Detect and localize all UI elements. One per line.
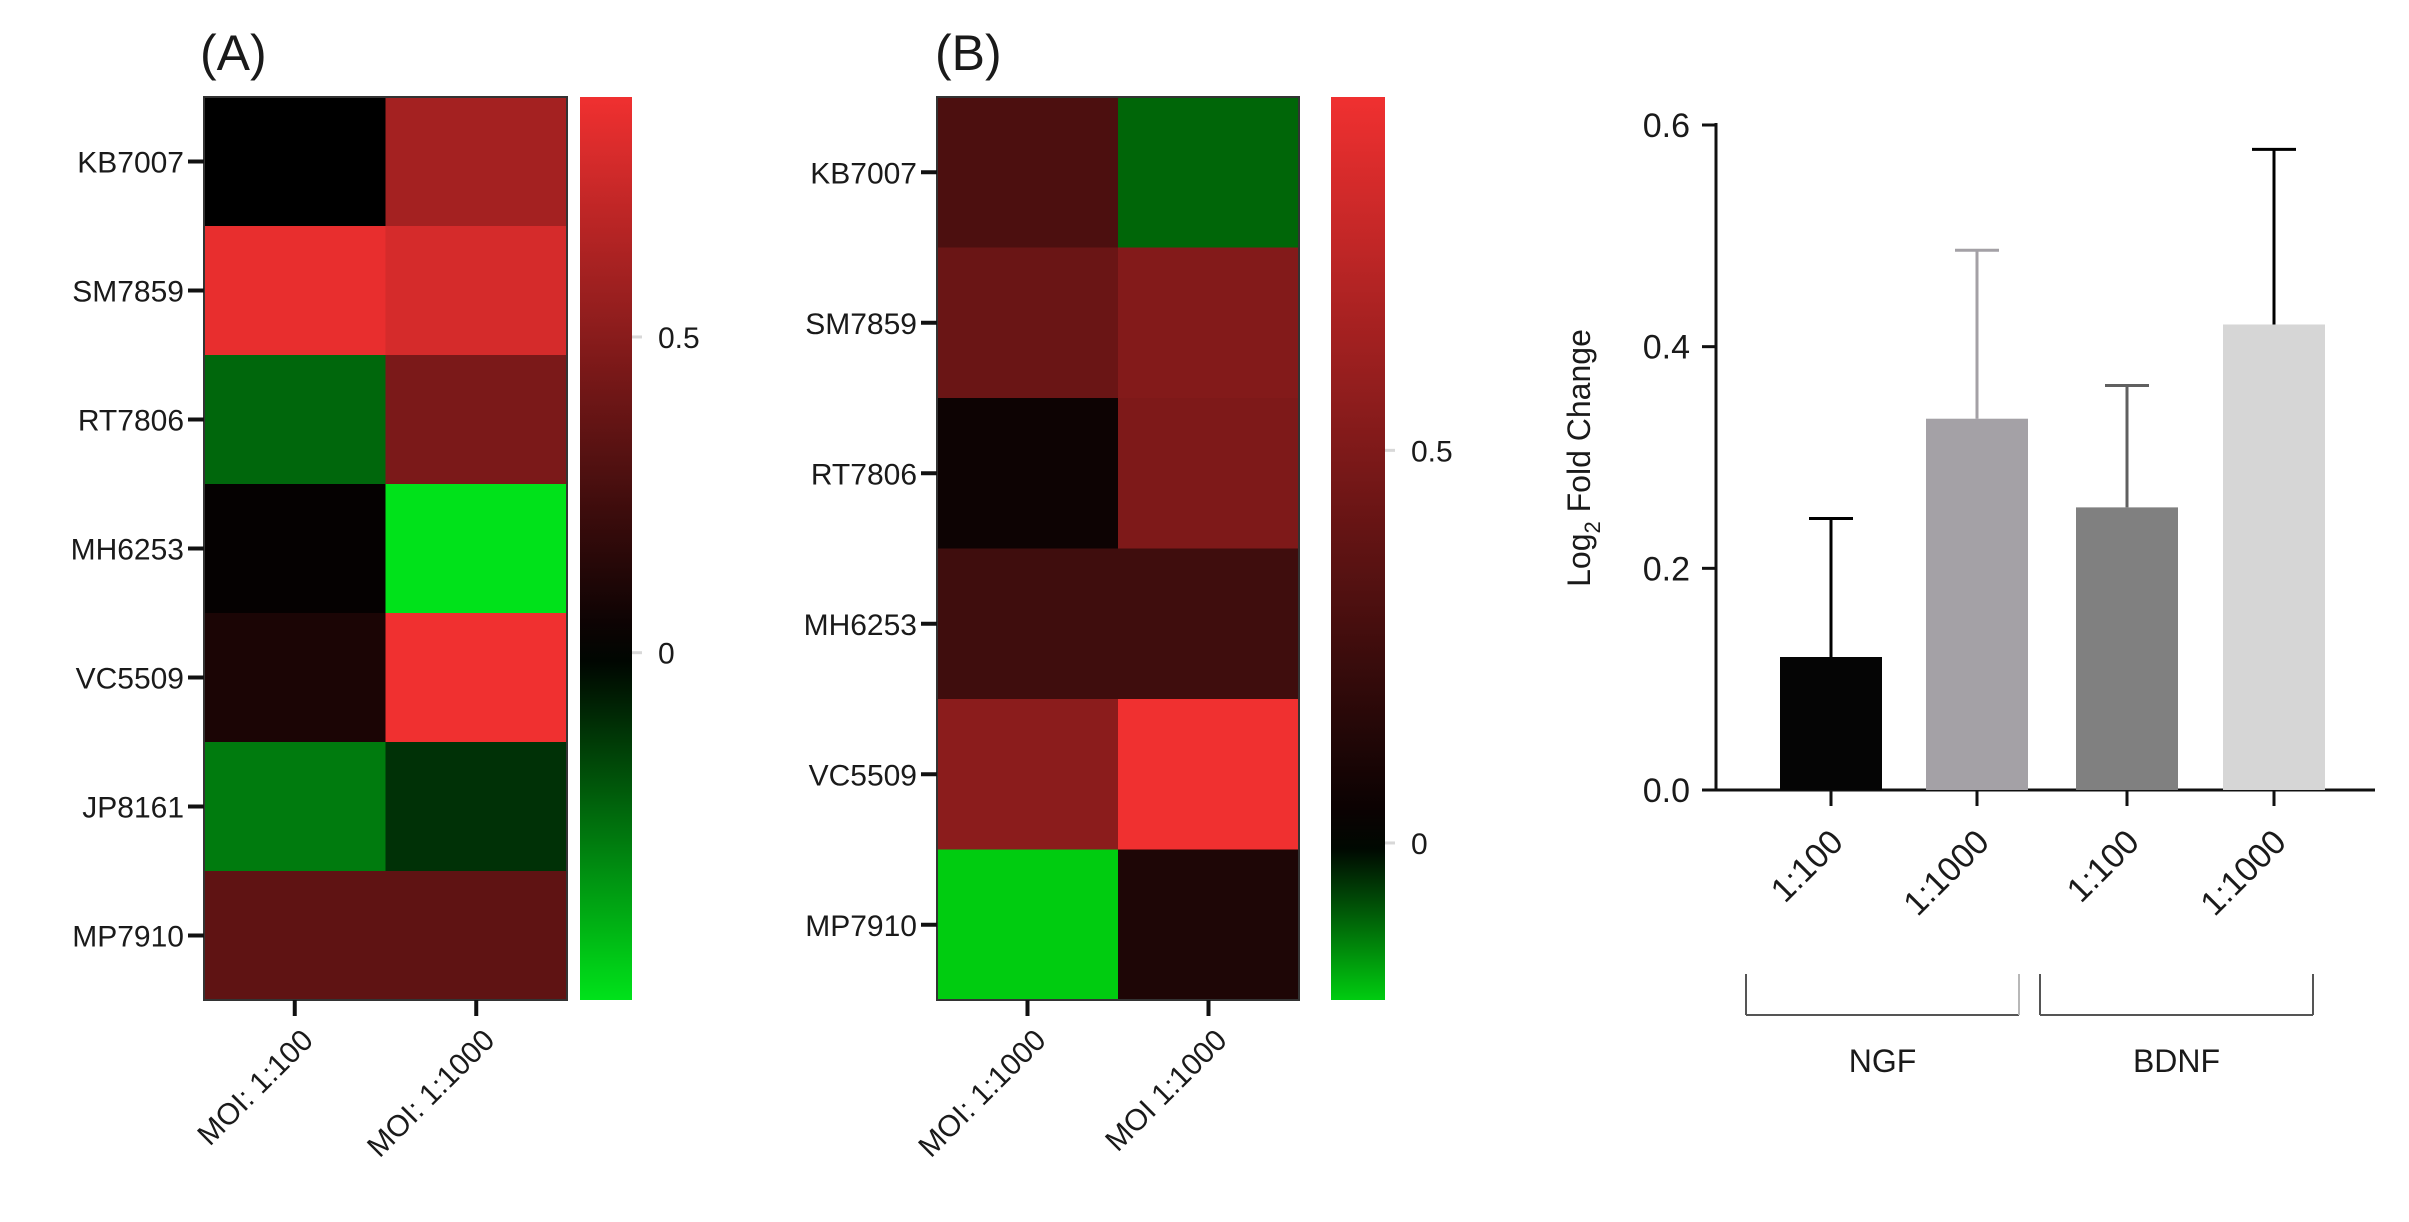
bar-chart-y-axis-title-main: Log xyxy=(1561,533,1597,586)
heatmap-a-cell xyxy=(204,97,387,227)
heatmap-a-cell xyxy=(204,226,387,356)
heatmap-a-colorbar: 00.5 xyxy=(580,97,700,1000)
heatmap-a-colorbar-gradient xyxy=(580,97,632,1000)
heatmap-a-colorbar-tick-label: 0 xyxy=(658,638,675,671)
heatmap-panel-b: (B) KB7007 SM7859 RT7806 MH6253 VC5509 MP7910… xyxy=(804,25,1453,1164)
bar-chart-y-tick-label: 0.0 xyxy=(1643,772,1690,810)
heatmap-a-row-labels: KB7007 SM7859 RT7806 MH6253 VC5509 JP8161 MP79… xyxy=(71,147,204,954)
heatmap-b-cell xyxy=(1118,398,1300,550)
heatmap-a-cell xyxy=(385,613,568,743)
heatmap-a-row-label: MP7910 xyxy=(72,921,184,954)
heatmap-b-colorbar-gradient xyxy=(1331,97,1385,1000)
heatmap-a-row-label: MH6253 xyxy=(71,534,184,567)
bar xyxy=(2223,324,2325,790)
heatmap-a-cell xyxy=(385,226,568,356)
heatmap-a-row-label: RT7806 xyxy=(78,405,184,438)
heatmap-b-cell xyxy=(1118,849,1300,1001)
heatmap-b-row-label: MH6253 xyxy=(804,609,917,642)
heatmap-b-cell xyxy=(937,97,1119,249)
heatmap-a-column-label: MOI: 1:1000 xyxy=(361,1024,501,1164)
heatmap-b-frame xyxy=(936,96,1300,1001)
heatmap-a-cell xyxy=(204,871,387,1001)
heatmap-b-cell xyxy=(937,699,1119,851)
bar-chart-group-brackets: NGF BDNF xyxy=(1745,974,2314,1079)
bar-chart-y-axis-title-subscript: 2 xyxy=(1580,521,1605,533)
bar-chart-panel: 0.00.20.40.6 Log2 Fold Change 1:100 1:100… xyxy=(1561,107,2375,1079)
bar-chart-y-axis-label: Log2 Fold Change xyxy=(1561,329,1605,587)
bar-chart-y-axis-title: Log2 Fold Change xyxy=(1561,329,1605,587)
heatmap-b-cell xyxy=(937,398,1119,550)
heatmap-a-cell xyxy=(385,871,568,1001)
bar-chart-x-tick-label: 1:100 xyxy=(2060,823,2147,910)
heatmap-b-cell xyxy=(937,247,1119,399)
heatmap-b-cell xyxy=(937,548,1119,700)
heatmap-b-cells xyxy=(936,96,1300,1001)
heatmap-b-colorbar: 00.5 xyxy=(1331,97,1453,1000)
bar xyxy=(1926,418,2028,790)
heatmap-a-cell xyxy=(385,742,568,872)
heatmap-a-cell xyxy=(204,742,387,872)
heatmap-b-cell xyxy=(937,849,1119,1001)
heatmap-b-cell xyxy=(1118,247,1300,399)
bar-chart-x-tick-labels: 1:100 1:1000 1:100 1:1000 xyxy=(1764,790,2294,923)
bar-chart-x-tick-label: 1:1000 xyxy=(2193,823,2293,923)
heatmap-b-row-label: SM7859 xyxy=(805,308,917,341)
bar-chart-y-tick-label: 0.4 xyxy=(1643,329,1690,367)
bar-chart-y-tick-label: 0.6 xyxy=(1643,107,1690,145)
heatmap-b-column-labels: MOI: 1:1000 MOI 1:1000 xyxy=(912,1000,1233,1164)
heatmap-b-colorbar-tick-label: 0.5 xyxy=(1411,435,1453,468)
bar-chart-bars xyxy=(1780,147,2325,790)
heatmap-b-column-label: MOI: 1:1000 xyxy=(912,1024,1052,1164)
heatmap-a-cell xyxy=(204,613,387,743)
heatmap-a-cell xyxy=(385,97,568,227)
heatmap-b-row-label: KB7007 xyxy=(810,157,917,190)
group-label: NGF xyxy=(1849,1043,1917,1079)
heatmap-a-row-label: JP8161 xyxy=(82,792,184,825)
heatmap-a-column-label: MOI: 1:100 xyxy=(191,1024,319,1152)
heatmap-b-row-labels: KB7007 SM7859 RT7806 MH6253 VC5509 MP7910 xyxy=(804,157,937,943)
heatmap-a-colorbar-tick-label: 0.5 xyxy=(658,322,700,355)
heatmap-b-column-label: MOI 1:1000 xyxy=(1099,1024,1233,1158)
heatmap-b-cell xyxy=(1118,97,1300,249)
heatmap-a-column-labels: MOI: 1:100 MOI: 1:1000 xyxy=(191,1000,501,1164)
heatmap-a-row-label: VC5509 xyxy=(76,663,184,696)
heatmap-a-cell xyxy=(204,355,387,485)
heatmap-a-cells xyxy=(203,96,568,1001)
bar-chart-x-tick-label: 1:100 xyxy=(1764,823,1851,910)
heatmap-a-cell xyxy=(385,484,568,614)
heatmap-a-cell xyxy=(204,484,387,614)
heatmap-panel-a: (A) KB7007 SM7859 RT7806 MH6253 VC5509 JP8161… xyxy=(71,25,700,1164)
heatmap-a-row-label: SM7859 xyxy=(72,276,184,309)
heatmap-a-row-label: KB7007 xyxy=(77,147,184,180)
bar xyxy=(1780,657,1882,790)
heatmap-b-cell xyxy=(1118,699,1300,851)
group-label: BDNF xyxy=(2133,1043,2220,1079)
heatmap-b-colorbar-tick-label: 0 xyxy=(1411,828,1428,861)
panel-a-label: (A) xyxy=(200,25,267,81)
bar xyxy=(2076,507,2178,790)
heatmap-b-row-label: MP7910 xyxy=(805,910,917,943)
bar-chart-y-tick-label: 0.2 xyxy=(1643,550,1690,588)
bar-chart-x-tick-label: 1:1000 xyxy=(1896,823,1996,923)
heatmap-b-cell xyxy=(1118,548,1300,700)
bar-chart-y-axis-title-rest: Fold Change xyxy=(1561,329,1597,521)
panel-b-label: (B) xyxy=(935,25,1002,81)
heatmap-a-cell xyxy=(385,355,568,485)
heatmap-b-row-label: RT7806 xyxy=(811,458,917,491)
heatmap-b-row-label: VC5509 xyxy=(809,759,917,792)
